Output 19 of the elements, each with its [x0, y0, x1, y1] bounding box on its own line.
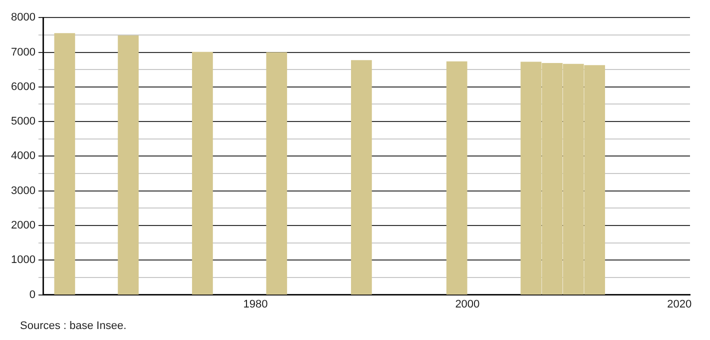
bar	[54, 33, 76, 295]
bar	[118, 35, 139, 295]
y-tick-label: 4000	[10, 150, 36, 162]
bar	[266, 52, 288, 295]
x-tick-label: 1980	[243, 298, 268, 310]
bar	[351, 60, 372, 295]
y-tick-label: 1000	[10, 254, 36, 266]
x-tick-label: 2020	[667, 298, 692, 310]
bar	[192, 52, 213, 295]
y-tick-label: 5000	[10, 116, 36, 128]
y-tick-label: 6000	[10, 80, 36, 93]
x-tick-label: 2000	[455, 298, 480, 310]
y-tick-label: 2000	[10, 220, 36, 232]
y-tick-label: 3000	[10, 184, 36, 197]
y-tick-label: 0	[29, 288, 36, 301]
source-note: Sources : base Insee.	[20, 320, 128, 332]
y-tick-label: 8000	[10, 12, 36, 24]
bar	[446, 61, 468, 295]
y-tick-label: 7000	[10, 46, 36, 58]
